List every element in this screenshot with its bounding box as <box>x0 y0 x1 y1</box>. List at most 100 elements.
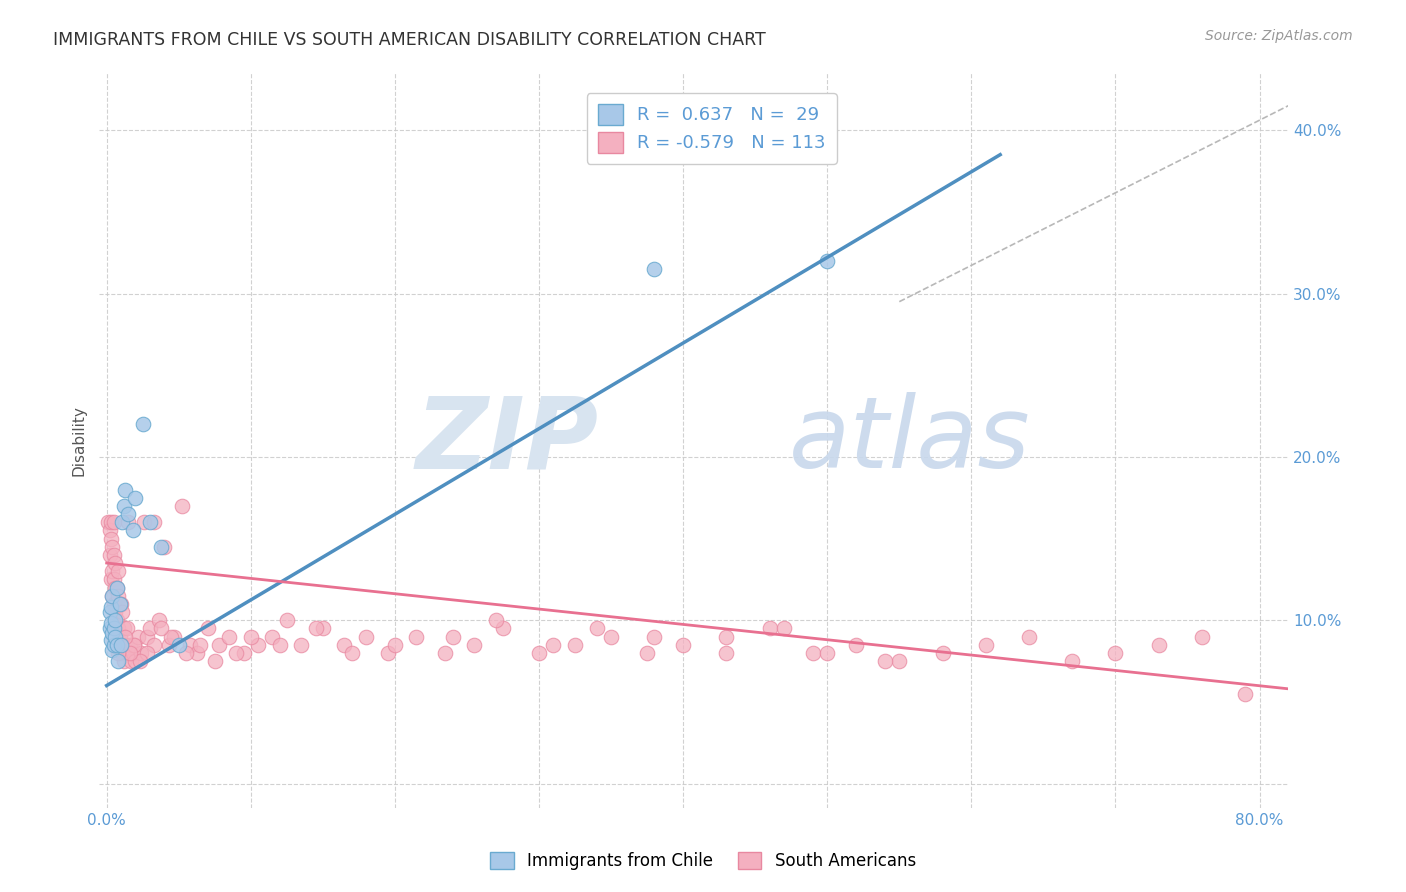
Point <box>377 646 399 660</box>
Point <box>98 621 121 635</box>
Point <box>931 646 953 660</box>
Point <box>1191 630 1213 644</box>
Point <box>115 621 138 635</box>
Point <box>197 621 219 635</box>
Point <box>1234 687 1257 701</box>
Point <box>204 654 226 668</box>
Point <box>889 654 911 668</box>
Point <box>107 564 129 578</box>
Point <box>218 630 240 644</box>
Point <box>128 654 150 668</box>
Point <box>107 621 129 635</box>
Point <box>103 573 125 587</box>
Point <box>186 646 208 660</box>
Point <box>117 515 139 529</box>
Point <box>122 638 145 652</box>
Point <box>340 646 363 660</box>
Point <box>100 532 122 546</box>
Point <box>112 654 135 668</box>
Point <box>290 638 312 652</box>
Point <box>636 646 658 660</box>
Point <box>110 638 132 652</box>
Point <box>148 613 170 627</box>
Point <box>801 646 824 660</box>
Point <box>643 262 665 277</box>
Point <box>101 589 124 603</box>
Point <box>132 515 155 529</box>
Point <box>103 597 125 611</box>
Text: Source: ZipAtlas.com: Source: ZipAtlas.com <box>1205 29 1353 43</box>
Point <box>246 638 269 652</box>
Point <box>114 630 136 644</box>
Legend: Immigrants from Chile, South Americans: Immigrants from Chile, South Americans <box>484 845 922 877</box>
Point <box>100 600 122 615</box>
Point <box>1104 646 1126 660</box>
Point <box>136 630 159 644</box>
Point <box>1147 638 1170 652</box>
Text: atlas: atlas <box>789 392 1031 489</box>
Point <box>276 613 298 627</box>
Point <box>108 597 131 611</box>
Point <box>136 646 159 660</box>
Point <box>262 630 284 644</box>
Point <box>527 646 550 660</box>
Point <box>485 613 508 627</box>
Point <box>143 515 166 529</box>
Point <box>110 638 132 652</box>
Point <box>139 515 162 529</box>
Point <box>815 253 838 268</box>
Point <box>111 515 134 529</box>
Point <box>108 630 131 644</box>
Point <box>716 646 738 660</box>
Point <box>333 638 356 652</box>
Point <box>434 646 457 660</box>
Point <box>121 524 143 538</box>
Point <box>845 638 868 652</box>
Point <box>1062 654 1084 668</box>
Point <box>463 638 485 652</box>
Point <box>100 573 122 587</box>
Point <box>101 589 124 603</box>
Point <box>101 564 124 578</box>
Point <box>114 483 136 497</box>
Point <box>118 638 141 652</box>
Point <box>239 630 262 644</box>
Point <box>188 638 211 652</box>
Point <box>129 646 152 660</box>
Point <box>104 581 127 595</box>
Point <box>543 638 565 652</box>
Point <box>139 621 162 635</box>
Point <box>600 630 623 644</box>
Point <box>108 597 131 611</box>
Point <box>160 630 183 644</box>
Point <box>104 556 127 570</box>
Point <box>153 540 176 554</box>
Point <box>143 638 166 652</box>
Point <box>104 630 127 644</box>
Point <box>111 646 134 660</box>
Y-axis label: Disability: Disability <box>72 405 86 476</box>
Point <box>118 646 141 660</box>
Point <box>98 548 121 562</box>
Point <box>107 646 129 660</box>
Point <box>758 621 780 635</box>
Point <box>103 548 125 562</box>
Text: ZIP: ZIP <box>416 392 599 489</box>
Point <box>100 632 122 647</box>
Point <box>101 642 124 657</box>
Point <box>150 621 173 635</box>
Point <box>124 654 146 668</box>
Point <box>127 630 149 644</box>
Point <box>170 499 193 513</box>
Point <box>111 605 134 619</box>
Point <box>441 630 464 644</box>
Point <box>773 621 796 635</box>
Point <box>104 605 127 619</box>
Point <box>124 491 146 505</box>
Point <box>564 638 586 652</box>
Point <box>100 515 122 529</box>
Point <box>384 638 406 652</box>
Point <box>114 638 136 652</box>
Point <box>354 630 377 644</box>
Point <box>179 638 201 652</box>
